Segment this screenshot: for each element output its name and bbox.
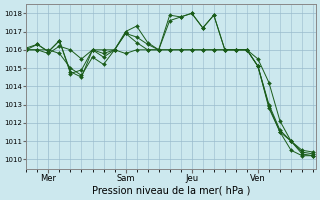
X-axis label: Pression niveau de la mer( hPa ): Pression niveau de la mer( hPa ) [92,186,250,196]
